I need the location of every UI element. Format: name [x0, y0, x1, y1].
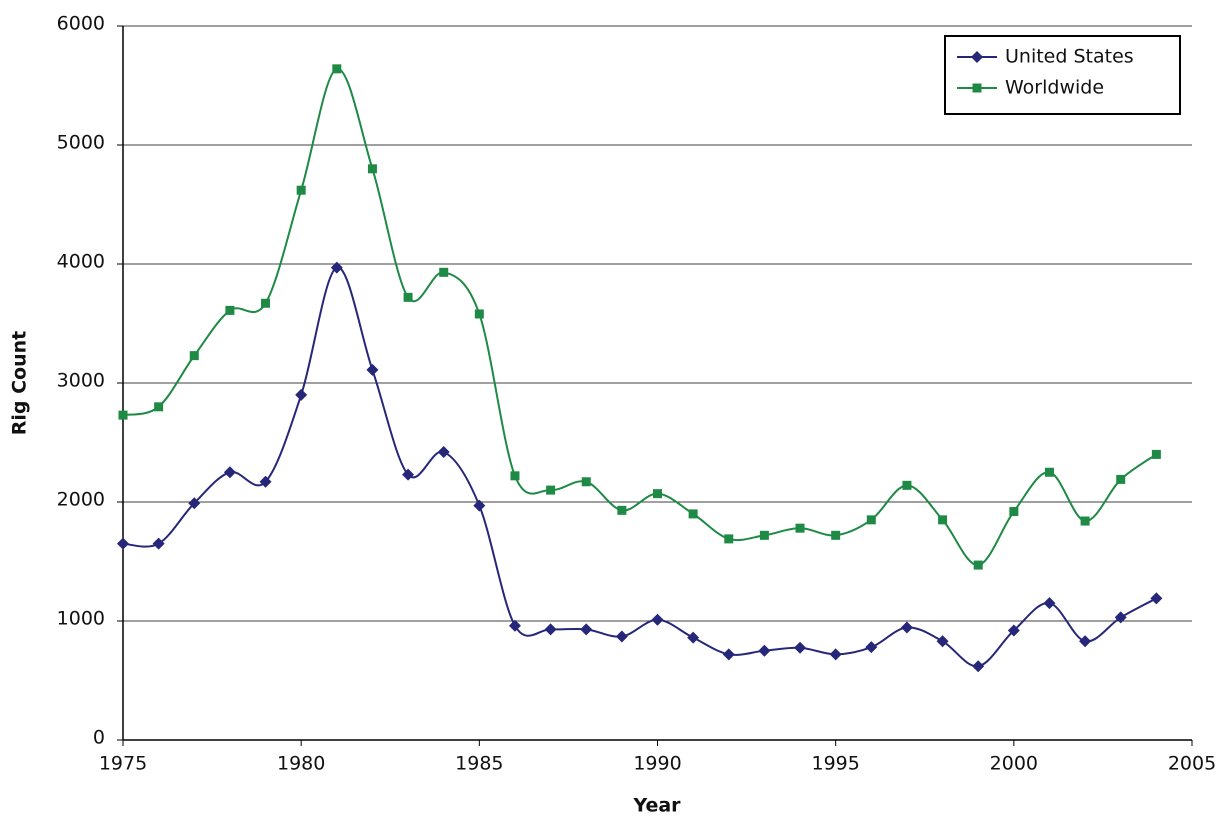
marker [296, 185, 306, 195]
marker [972, 660, 985, 673]
y-tick-label: 2000 [57, 489, 105, 511]
marker [1114, 611, 1127, 624]
marker [223, 466, 236, 479]
marker [973, 560, 983, 570]
marker [152, 537, 165, 550]
marker [118, 410, 128, 420]
marker [688, 509, 698, 519]
legend-label: Worldwide [1005, 77, 1104, 99]
y-tick-label: 1000 [57, 608, 105, 630]
marker [402, 468, 415, 481]
marker [1116, 474, 1126, 484]
legend-box [944, 35, 1181, 115]
x-tick-label: 1990 [633, 753, 681, 775]
x-tick-label: 2005 [1168, 753, 1216, 775]
marker [829, 648, 842, 661]
marker [1043, 597, 1056, 610]
marker [154, 402, 164, 412]
marker [1080, 516, 1090, 526]
marker [403, 292, 413, 302]
marker [795, 523, 805, 533]
series-line [122, 266, 1157, 668]
marker [1044, 467, 1054, 477]
marker [474, 309, 484, 319]
marker [902, 480, 912, 490]
x-tick-label: 1995 [811, 753, 859, 775]
marker [508, 619, 521, 632]
marker [865, 641, 878, 654]
x-tick-label: 2000 [990, 753, 1038, 775]
marker [332, 64, 342, 74]
marker [687, 631, 700, 644]
marker [189, 351, 199, 361]
marker [546, 485, 556, 495]
y-tick-label: 6000 [57, 13, 105, 35]
marker [938, 515, 948, 525]
marker [972, 83, 982, 93]
marker [1079, 635, 1092, 648]
marker [1151, 449, 1161, 459]
x-tick-label: 1985 [455, 753, 503, 775]
legend: United States Worldwide [944, 35, 1181, 115]
marker [1150, 592, 1163, 605]
y-tick-label: 3000 [57, 370, 105, 392]
y-tick-label: 0 [93, 727, 105, 749]
y-tick-label: 5000 [57, 132, 105, 154]
x-axis-title: Year [632, 795, 681, 817]
x-tick-label: 1975 [99, 753, 147, 775]
marker [971, 51, 983, 63]
marker [188, 497, 201, 510]
legend-label: United States [1005, 46, 1134, 68]
y-tick-label: 4000 [57, 251, 105, 273]
marker [510, 471, 520, 481]
marker [581, 477, 591, 487]
marker [259, 475, 272, 488]
marker [366, 363, 379, 376]
marker [722, 648, 735, 661]
x-tick-label: 1980 [277, 753, 325, 775]
marker [615, 630, 628, 643]
marker [544, 623, 557, 636]
marker [580, 623, 593, 636]
marker [653, 489, 662, 499]
marker [330, 261, 343, 274]
marker [758, 644, 771, 657]
marker [936, 635, 949, 648]
marker [617, 505, 627, 515]
marker [367, 164, 377, 174]
marker [900, 621, 913, 634]
marker [866, 515, 876, 525]
marker [831, 530, 841, 540]
marker [724, 534, 734, 544]
marker [1007, 624, 1020, 637]
marker [225, 305, 235, 315]
marker [759, 530, 769, 540]
marker [1009, 507, 1019, 517]
marker [437, 446, 450, 459]
marker [295, 388, 308, 401]
marker [261, 298, 271, 308]
marker [651, 613, 664, 626]
marker [439, 267, 449, 277]
marker [117, 537, 129, 550]
marker [473, 499, 486, 512]
marker [794, 641, 807, 654]
y-axis-title: Rig Count [9, 331, 31, 436]
series-line [122, 67, 1157, 567]
